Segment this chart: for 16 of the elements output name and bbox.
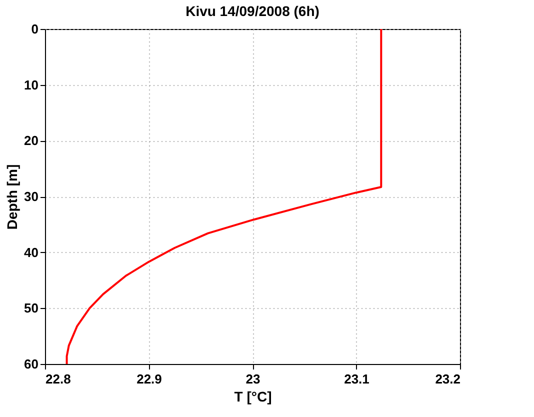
y-axis-title: Depth [m]	[4, 164, 20, 230]
x-tick-label: 23.1	[344, 372, 370, 386]
x-tick-label: 22.8	[46, 372, 71, 386]
x-tick-label: 23	[246, 372, 260, 386]
y-tick-label: 20	[24, 133, 38, 148]
y-tick-label: 50	[24, 300, 38, 316]
x-tick-label: 22.9	[136, 372, 162, 386]
y-tick-label: 60	[24, 356, 38, 372]
chart-title: Kivu 14/09/2008 (6h)	[186, 3, 320, 19]
y-tick-label: 0	[31, 22, 38, 36]
x-axis-title: T [°C]	[234, 388, 272, 404]
y-tick-label: 30	[24, 189, 38, 204]
x-tick-label: 23.2	[435, 372, 460, 386]
y-tick-label: 10	[24, 77, 38, 92]
y-tick-label: 40	[24, 244, 38, 260]
line-series	[66, 28, 382, 365]
